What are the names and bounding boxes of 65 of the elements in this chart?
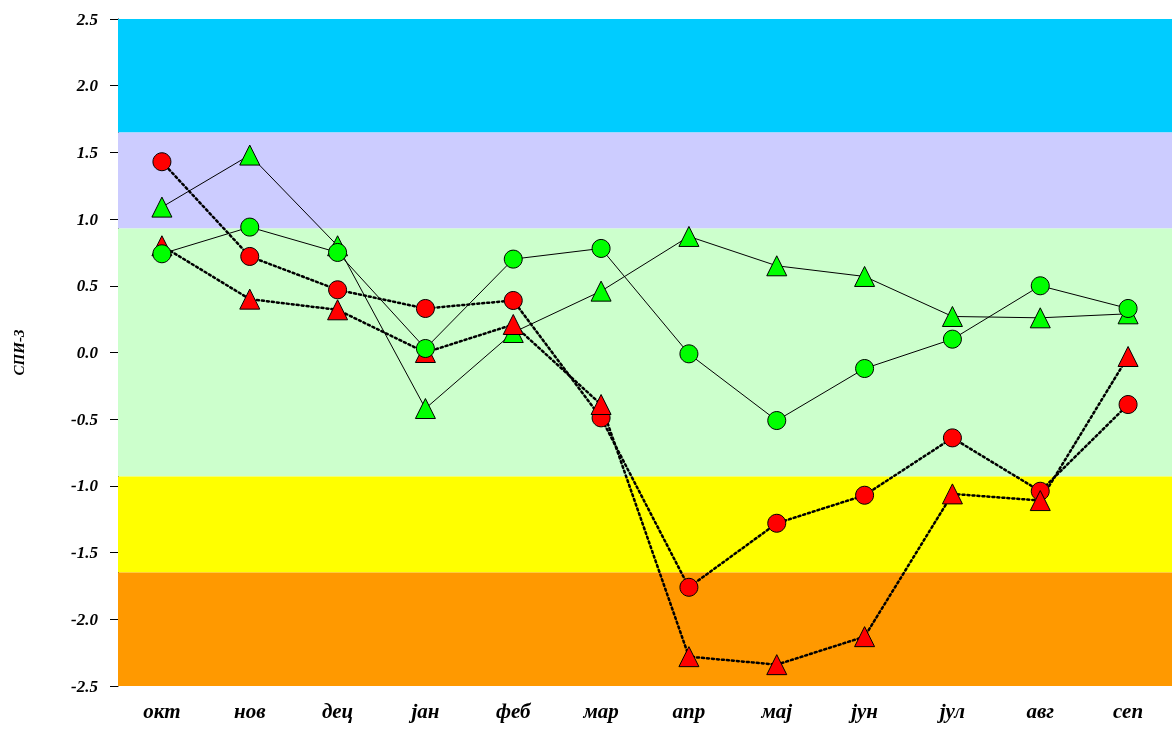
point: [152, 152, 172, 172]
point: [1118, 298, 1138, 318]
point: [678, 225, 700, 247]
y-tick-label: -2.0: [71, 609, 99, 629]
point: [415, 298, 435, 318]
point: [591, 238, 611, 258]
point: [151, 196, 173, 218]
point: [590, 280, 612, 302]
point: [679, 577, 699, 597]
point: [1029, 307, 1051, 329]
x-tick-label: апр: [672, 698, 706, 723]
point: [942, 428, 962, 448]
y-tick-label: 1.0: [76, 209, 99, 229]
x-tick-label: сеп: [1113, 698, 1144, 723]
point: [942, 329, 962, 349]
point: [1117, 346, 1139, 367]
y-axis-title: СПИ-3: [10, 329, 27, 376]
x-tick-label: нов: [233, 698, 267, 723]
x-tick-label: јан: [408, 698, 440, 723]
y-tick-label: 2.5: [75, 9, 99, 29]
point: [327, 299, 349, 321]
point: [1118, 395, 1138, 415]
point: [414, 398, 436, 420]
y-tick-label: -1.5: [71, 543, 99, 563]
point: [766, 255, 788, 277]
point: [854, 265, 876, 287]
point: [679, 344, 699, 364]
x-tick-label: мај: [760, 698, 793, 723]
x-tick-label: авг: [1026, 698, 1055, 723]
y-tick-label: 1.5: [76, 142, 99, 162]
point: [590, 394, 612, 416]
point: [152, 244, 172, 264]
x-tick-label: окт: [143, 698, 181, 723]
point: [767, 513, 787, 533]
x-tick-label: мар: [582, 698, 619, 723]
point: [239, 288, 261, 310]
point: [503, 290, 523, 310]
x-tick-label: феб: [495, 698, 533, 723]
point: [854, 626, 876, 648]
point: [503, 249, 523, 269]
point: [502, 313, 524, 335]
y-tick-label: -0.5: [71, 409, 99, 429]
y-tick-label: 0.5: [76, 276, 99, 296]
point: [766, 654, 788, 676]
point: [240, 246, 260, 266]
point: [1029, 490, 1051, 512]
x-tick-label: јул: [936, 698, 966, 723]
x-tick-label: јун: [848, 698, 878, 723]
point: [855, 485, 875, 505]
point: [1030, 276, 1050, 296]
y-tick-label: -1.0: [71, 476, 99, 496]
point: [941, 483, 963, 505]
point: [328, 242, 348, 262]
point: [941, 305, 963, 327]
point: [328, 280, 348, 300]
point: [415, 339, 435, 358]
point: [240, 217, 260, 237]
y-tick-label: 0.0: [76, 343, 99, 362]
point: [767, 411, 787, 431]
point: [855, 359, 875, 378]
x-tick-label: дец: [321, 698, 354, 723]
point: [678, 646, 700, 668]
y-tick-label: -2.5: [71, 676, 99, 696]
point: [239, 144, 261, 166]
y-tick-label: 2.0: [75, 76, 99, 96]
